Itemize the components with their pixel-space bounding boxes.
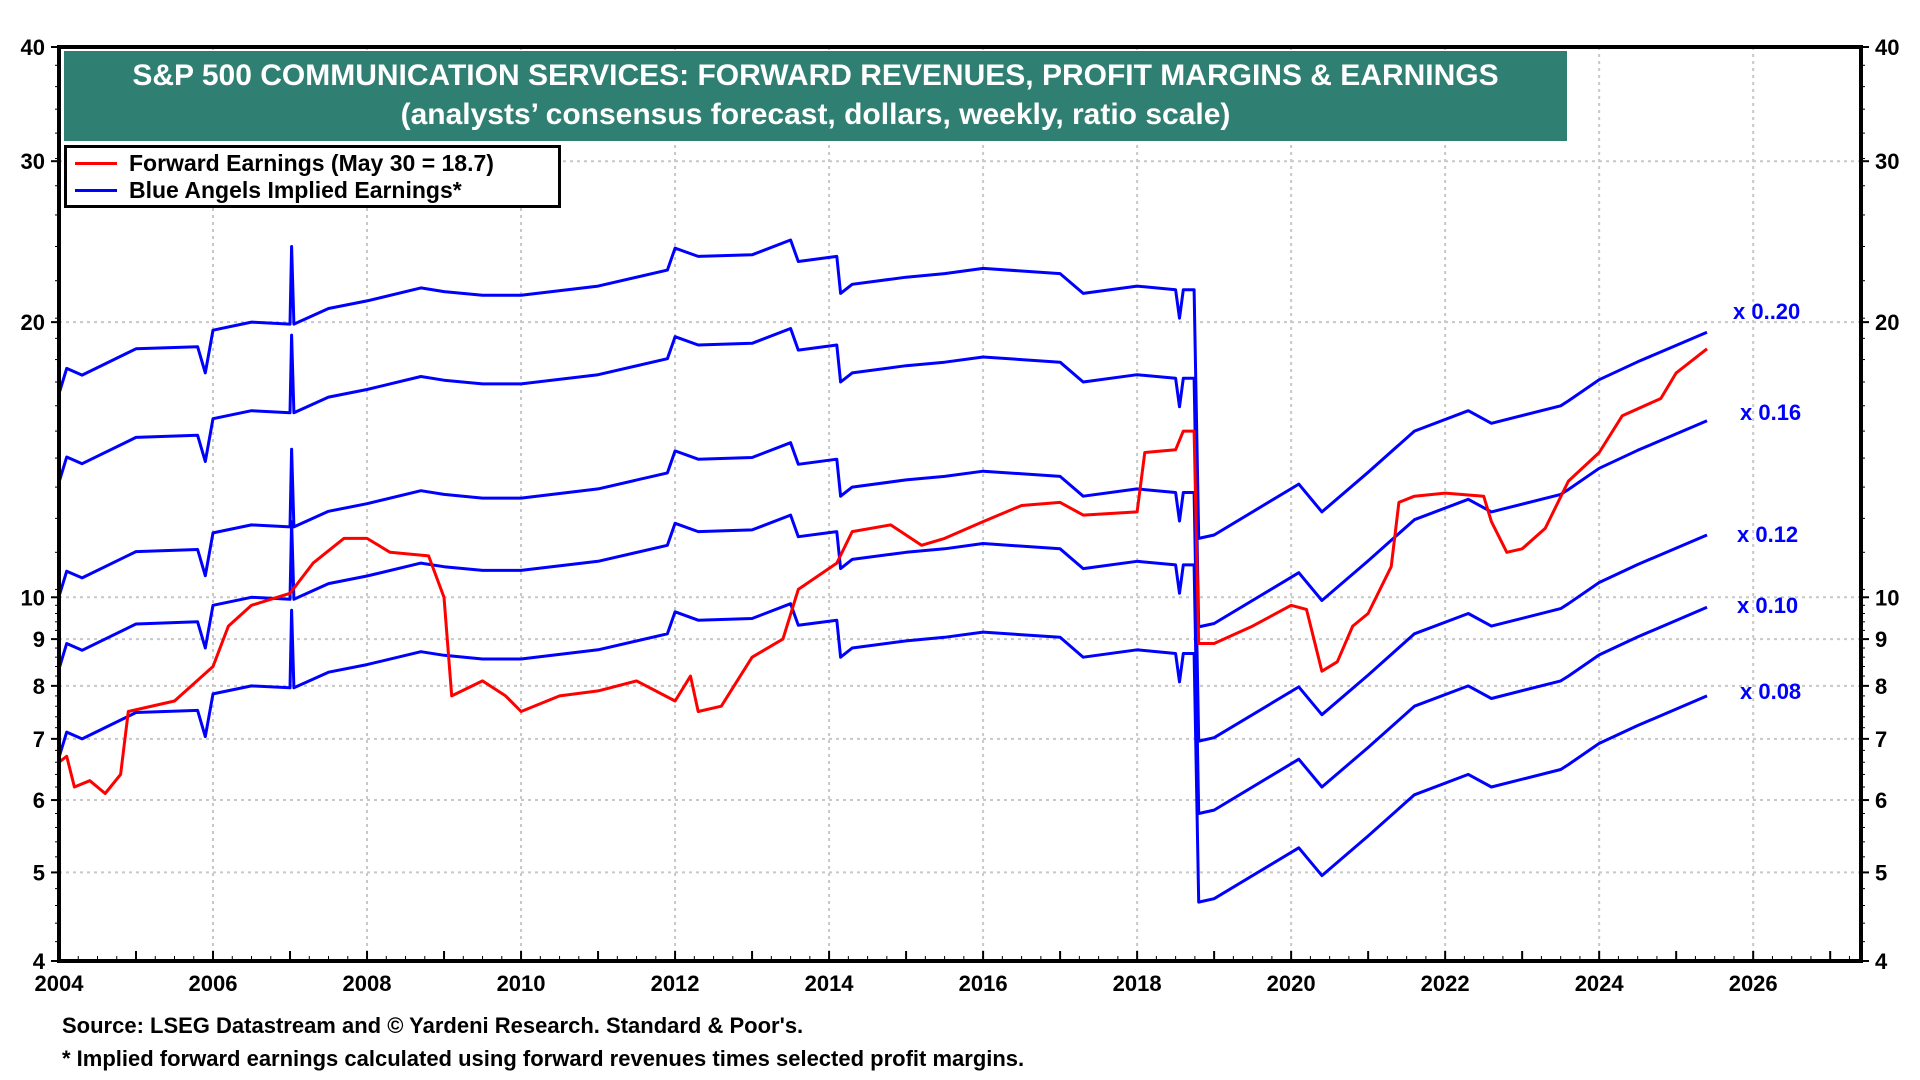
y-tick-label-left: 5 (33, 860, 45, 885)
y-tick-label-right: 30 (1875, 149, 1899, 174)
x-tick-label: 2010 (497, 971, 546, 996)
y-tick-label-left: 8 (33, 674, 45, 699)
y-tick-label-left: 7 (33, 727, 45, 752)
y-tick-label-right: 7 (1875, 727, 1887, 752)
margin-label-0-12: x 0.12 (1737, 522, 1799, 547)
chart-title-box: S&P 500 COMMUNICATION SERVICES: FORWARD … (64, 51, 1567, 141)
x-tick-label: 2004 (35, 971, 85, 996)
margin-label-0-16: x 0.16 (1740, 400, 1802, 425)
implied-earnings-line-0-1 (57, 513, 1708, 815)
y-tick-label-right: 10 (1875, 585, 1899, 610)
legend: Forward Earnings (May 30 = 18.7) Blue An… (64, 145, 561, 208)
implied-earnings-line-0-12 (57, 441, 1708, 743)
implied-earnings-line-0-08 (57, 602, 1708, 904)
series-layer (57, 238, 1708, 904)
source-note: Source: LSEG Datastream and © Yardeni Re… (62, 1013, 804, 1038)
chart-subtitle: (analysts’ consensus forecast, dollars, … (400, 98, 1231, 131)
x-tick-label: 2008 (343, 971, 392, 996)
y-tick-label-left: 4 (33, 949, 46, 974)
x-tick-label: 2022 (1421, 971, 1470, 996)
y-tick-label-left: 6 (33, 788, 45, 813)
x-tick-label: 2014 (805, 971, 855, 996)
x-tick-label: 2006 (189, 971, 238, 996)
x-tick-label: 2020 (1267, 971, 1316, 996)
legend-label: Blue Angels Implied Earnings* (129, 177, 462, 203)
x-tick-label: 2024 (1575, 971, 1625, 996)
implied-earnings-line-0-16 (57, 327, 1708, 629)
y-tick-label-left: 9 (33, 627, 45, 652)
forward-earnings-line (58, 347, 1708, 795)
y-tick-label-left: 40 (21, 35, 45, 60)
y-tick-label-right: 40 (1875, 35, 1899, 60)
implied-earnings-line-0-2 (57, 238, 1708, 540)
y-tick-label-right: 9 (1875, 627, 1887, 652)
legend-item-forward-earnings: Forward Earnings (May 30 = 18.7) (75, 150, 494, 177)
y-tick-label-left: 20 (21, 310, 45, 335)
x-tick-label: 2016 (959, 971, 1008, 996)
y-tick-label-right: 5 (1875, 860, 1887, 885)
legend-swatch-blue (75, 189, 117, 192)
footnote: * Implied forward earnings calculated us… (62, 1046, 1025, 1071)
margin-label-0-20: x 0..20 (1733, 299, 1801, 324)
margin-label-0-10: x 0.10 (1737, 593, 1799, 618)
x-tick-label: 2018 (1113, 971, 1162, 996)
x-tick-label: 2012 (651, 971, 700, 996)
legend-label: Forward Earnings (May 30 = 18.7) (129, 150, 494, 176)
x-tick-label: 2026 (1729, 971, 1778, 996)
y-tick-label-left: 10 (21, 585, 45, 610)
chart-title: S&P 500 COMMUNICATION SERVICES: FORWARD … (132, 59, 1499, 92)
legend-swatch-red (75, 162, 117, 165)
plot-frame (57, 45, 1863, 963)
y-tick-label-left: 30 (21, 149, 45, 174)
legend-item-implied-earnings: Blue Angels Implied Earnings* (75, 177, 462, 204)
margin-label-0-08: x 0.08 (1740, 679, 1802, 704)
y-tick-label-right: 4 (1875, 949, 1888, 974)
y-tick-label-right: 8 (1875, 674, 1887, 699)
y-tick-label-right: 20 (1875, 310, 1899, 335)
y-tick-label-right: 6 (1875, 788, 1887, 813)
